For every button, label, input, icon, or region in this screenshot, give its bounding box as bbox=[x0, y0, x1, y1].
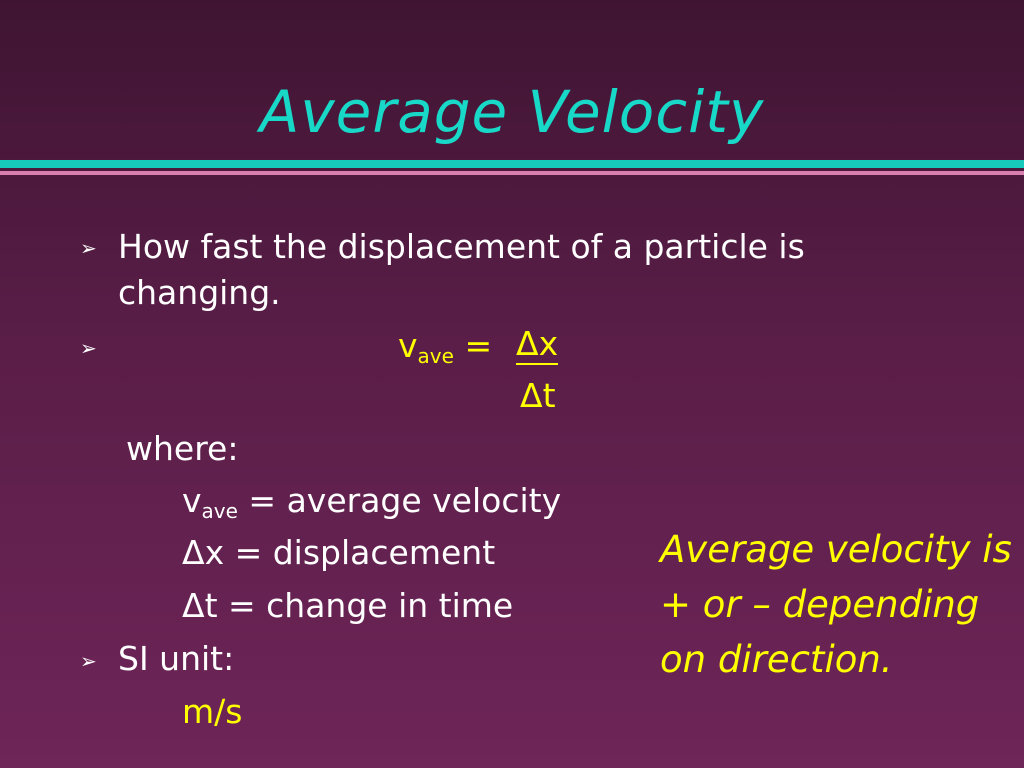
si-unit-label: SI unit: bbox=[118, 639, 235, 678]
def-v-text: = average velocity bbox=[237, 481, 562, 520]
def-v-subscript: ave bbox=[201, 499, 238, 523]
bullet-1-line-2: changing. bbox=[118, 273, 281, 312]
def-v: v bbox=[182, 481, 202, 520]
formula-v-subscript: ave bbox=[417, 344, 454, 368]
si-unit-value: m/s bbox=[182, 692, 243, 731]
formula-numerator: Δx bbox=[516, 321, 559, 367]
title-divider-pink bbox=[0, 171, 1024, 175]
bullet-arrow-icon: ➢ bbox=[80, 236, 97, 260]
formula-lhs: vave = bbox=[398, 323, 492, 379]
definition-displacement: Δx = displacement bbox=[182, 533, 496, 572]
bullet-1-line-1: How fast the displacement of a particle … bbox=[118, 227, 805, 266]
formula-v: v bbox=[398, 326, 418, 365]
title-divider-teal bbox=[0, 160, 1024, 168]
bullet-arrow-icon: ➢ bbox=[80, 649, 97, 673]
bullet-arrow-icon: ➢ bbox=[80, 336, 97, 360]
where-label: where: bbox=[126, 429, 239, 468]
definition-time: Δt = change in time bbox=[182, 586, 514, 625]
formula-denominator: Δt bbox=[520, 376, 556, 415]
formula-equals: = bbox=[464, 326, 493, 365]
side-note: Average velocity is + or – depending on … bbox=[660, 528, 1012, 681]
slide-title: Average Velocity bbox=[259, 78, 765, 146]
formula-numerator-text: Δx bbox=[516, 324, 559, 365]
definition-velocity: vave = average velocity bbox=[182, 478, 561, 534]
